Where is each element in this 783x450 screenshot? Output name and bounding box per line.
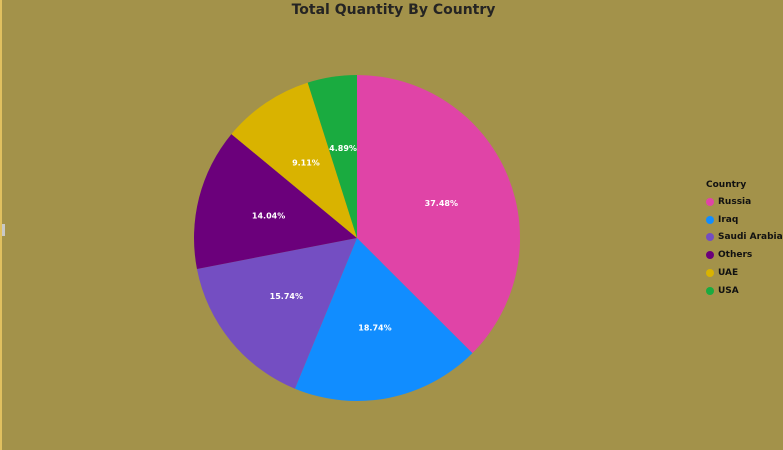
slice-data-label: 9.11% (292, 158, 320, 167)
legend-item[interactable]: Iraq (706, 211, 783, 229)
pie-slice-uae[interactable] (231, 82, 357, 238)
legend-item[interactable]: UAE (706, 264, 783, 282)
legend-label: Russia (718, 196, 752, 207)
slice-data-label: 4.89% (329, 144, 357, 153)
pie-slice-saudi-arabia[interactable] (196, 238, 357, 389)
pie-slice-russia[interactable] (357, 75, 520, 354)
legend-label: UAE (718, 268, 739, 279)
legend-item[interactable]: Others (706, 246, 783, 264)
slice-data-label: 14.04% (252, 211, 285, 220)
chart-title: Total Quantity By Country (291, 2, 496, 18)
legend-item[interactable]: USA (706, 282, 783, 300)
pie-slice-iraq[interactable] (294, 238, 473, 401)
legend-label: USA (718, 285, 739, 296)
slice-data-label: 15.74% (270, 292, 303, 301)
legend-label: Saudi Arabia (718, 232, 783, 243)
pie-slice-others[interactable] (194, 134, 357, 269)
legend-item[interactable]: Saudi Arabia (706, 229, 783, 247)
pie-slice-usa[interactable] (307, 75, 357, 238)
slice-data-label: 18.74% (358, 323, 391, 332)
legend-marker-icon (706, 197, 714, 206)
legend-marker-icon (706, 251, 714, 260)
legend-label: Others (718, 250, 753, 261)
legend-title: Country (706, 180, 747, 190)
legend-items: Russia Iraq Saudi Arabia Others UAE USA (706, 193, 783, 300)
legend-marker-icon (706, 215, 714, 224)
legend-marker-icon (706, 286, 714, 295)
legend-marker-icon (706, 269, 714, 278)
legend: Country Russia Iraq Saudi Arabia Others UAE U… (706, 180, 783, 300)
slice-data-label: 37.48% (425, 199, 458, 208)
legend-label: Iraq (718, 214, 739, 225)
resize-handle[interactable] (2, 224, 5, 236)
legend-marker-icon (706, 233, 714, 242)
legend-item[interactable]: Russia (706, 193, 783, 211)
